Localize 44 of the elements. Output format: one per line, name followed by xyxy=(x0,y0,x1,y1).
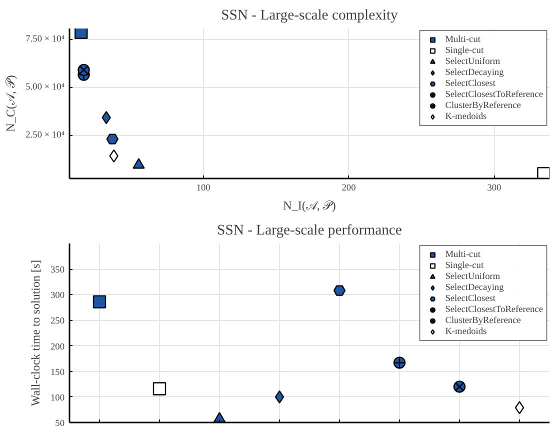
chart-title: SSN - Large-scale complexity xyxy=(221,8,399,24)
legend-label: SelectDecaying xyxy=(445,282,504,293)
y-tick-label: 300 xyxy=(50,291,65,302)
legend-label: SelectUniform xyxy=(445,271,500,282)
point xyxy=(132,158,145,169)
legend-label: ClusterByReference xyxy=(445,100,521,111)
x-axis-title: N_I(𝒜, 𝒫) xyxy=(283,198,336,212)
y-tick-label: 5.00 × 10⁴ xyxy=(26,82,65,93)
legend-label: K-medoids xyxy=(445,111,487,122)
point xyxy=(453,380,466,393)
legend-label: Multi-cut xyxy=(445,249,480,260)
legend-label: K-medoids xyxy=(445,326,487,337)
point xyxy=(274,390,284,404)
y-tick-label: 150 xyxy=(50,368,65,378)
point xyxy=(333,285,346,296)
point xyxy=(106,134,119,144)
point xyxy=(514,401,524,414)
legend-label: SelectClosestToReference xyxy=(445,89,543,100)
chart-title: SSN - Large-scale performance xyxy=(217,222,402,238)
y-axis-title: Wall-clock time to solution [s] xyxy=(28,260,43,406)
y-tick-label: 200 xyxy=(50,342,65,352)
y-tick-label: 100 xyxy=(50,393,65,404)
legend-label: SelectUniform xyxy=(445,56,500,67)
x-tick-label: 300 xyxy=(487,184,502,194)
legend-label: SelectDecaying xyxy=(445,67,504,78)
point xyxy=(393,356,406,369)
point xyxy=(152,382,166,396)
legend-label: Single-cut xyxy=(445,260,484,271)
x-tick-label: 200 xyxy=(342,184,356,194)
legend-label: SelectClosest xyxy=(445,78,496,89)
legend-label: ClusterByReference xyxy=(445,315,521,326)
y-tick-label: 2.50 × 10⁴ xyxy=(26,130,65,141)
legend-label: Multi-cut xyxy=(445,34,480,45)
legend-label: SelectClosest xyxy=(445,293,496,304)
legend-label: SelectClosestToReference xyxy=(445,304,543,315)
point xyxy=(78,64,90,76)
x-tick-label: 100 xyxy=(196,184,211,194)
y-tick-label: 250 xyxy=(50,316,65,327)
legend-label: Single-cut xyxy=(445,45,484,56)
y-tick-label: 7.50 × 10⁴ xyxy=(26,34,65,45)
y-axis-title: N_C(𝒜, 𝒫) xyxy=(4,75,18,132)
y-tick-label: 50 xyxy=(55,419,65,427)
point xyxy=(92,295,106,308)
y-tick-label: 350 xyxy=(50,266,65,276)
